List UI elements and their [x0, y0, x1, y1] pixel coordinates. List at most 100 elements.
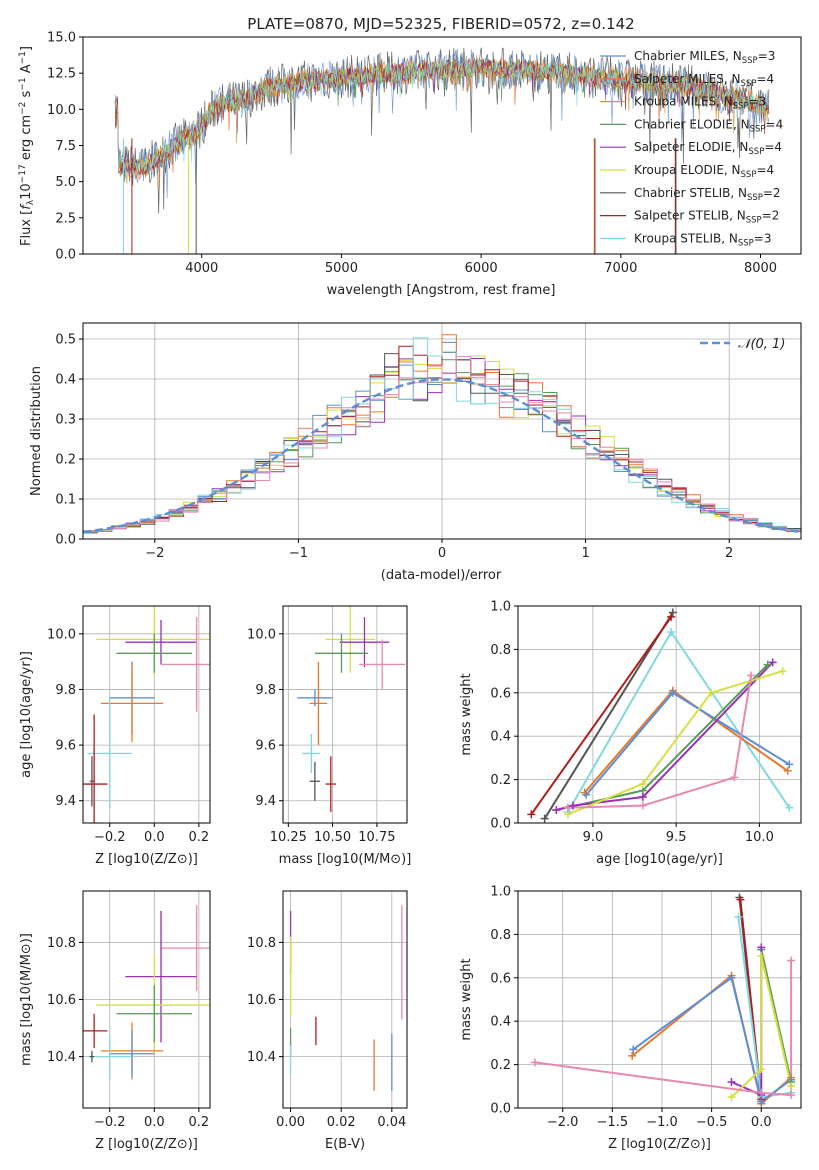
weight-marker [707, 688, 716, 697]
x-tick-label: −2.0 [547, 1115, 579, 1130]
weight-marker [667, 612, 676, 621]
y-tick-label: 10.8 [247, 936, 276, 951]
y-tick-label: 12.5 [47, 67, 76, 82]
weight-marker [727, 1093, 736, 1102]
y-tick-label: 0.6 [490, 971, 511, 986]
weight-marker [768, 658, 777, 667]
y-tick-label: 1.0 [490, 600, 511, 615]
residuals-frame: −2 −1 0 1 2 0.0 0.1 0.2 0.3 0.4 0.5 [55, 322, 802, 561]
legend-label: Salpeter STELIB, NSSP=2 [634, 209, 779, 226]
y-tick-label: 9.8 [255, 683, 276, 698]
residuals-plot-area [83, 334, 801, 534]
x-axis-label: age [log10(age/yr)] [596, 852, 723, 867]
x-tick-label: 4000 [185, 261, 218, 276]
y-tick-label: 9.6 [255, 739, 276, 754]
x-tick-label: 1 [581, 546, 589, 561]
x-tick-label: 0 [438, 546, 446, 561]
x-axis-label: Z [log10(Z/Z⊙)] [95, 852, 198, 867]
weight-line [567, 630, 791, 813]
weight-marker [778, 667, 787, 676]
spectrum-frame: 4000 5000 6000 7000 8000 0.0 2.5 5.0 7.5 10.0 12.5… [47, 31, 802, 276]
x-tick-label: 0.04 [377, 1115, 406, 1130]
x-axis-label: wavelength [Angstrom, rest frame] [327, 283, 556, 298]
x-axis-label: mass [log10(M/M⊙)] [279, 852, 412, 867]
y-tick-label: 0.4 [490, 1015, 511, 1030]
y-tick-label: 0.0 [55, 248, 76, 263]
weight-line [543, 611, 674, 820]
y-tick-label: 10.6 [247, 993, 276, 1008]
x-tick-label: 10.75 [358, 830, 395, 845]
y-tick-label: 0.0 [55, 533, 76, 548]
normal-legend-label: 𝒩(0, 1) [738, 337, 785, 352]
y-tick-label: 0.2 [490, 1058, 511, 1073]
x-tick-label: 0.2 [189, 830, 210, 845]
weight-marker [734, 913, 743, 922]
y-tick-label: 1.0 [490, 885, 511, 900]
y-tick-label: 10.8 [47, 936, 76, 951]
weight-marker [757, 952, 766, 961]
weight-line [730, 955, 793, 1098]
mass_vs_ebv-axes [283, 891, 407, 1108]
x-tick-label: −1.0 [646, 1115, 678, 1130]
y-tick-label: 2.5 [55, 211, 76, 226]
spectrum-line [114, 59, 770, 177]
y-tick-label: 15.0 [47, 31, 76, 46]
y-tick-label: 0.0 [490, 1102, 511, 1117]
x-axis-label: (data-model)/error [381, 568, 502, 583]
age_vs_Z-plot-area [83, 606, 210, 823]
x-tick-label: 7000 [604, 261, 637, 276]
weight-marker [668, 688, 677, 697]
mass_vs_Z-frame: −0.2 0.0 0.2 10.4 10.6 10.8 [47, 890, 211, 1130]
legend-label: Kroupa MILES, NSSP=3 [634, 95, 766, 112]
mass_vs_Z-axes [83, 891, 210, 1108]
weight-marker [787, 1082, 796, 1091]
x-tick-label: −1.5 [597, 1115, 629, 1130]
weight-marker [628, 1051, 637, 1060]
x-tick-label: 5000 [325, 261, 358, 276]
weight-marker [629, 1045, 638, 1054]
y-axis-label: age [log10(age/yr)] [19, 651, 34, 778]
spectrum-line [114, 49, 770, 199]
weight-marker [638, 779, 647, 788]
weight-marker [763, 660, 772, 669]
y-tick-label: 9.6 [55, 739, 76, 754]
age_vs_mass-axes-frame [282, 605, 408, 824]
y-tick-label: 0.5 [55, 333, 76, 348]
y-tick-label: 10.6 [47, 993, 76, 1008]
x-tick-label: −1 [289, 546, 308, 561]
mass_vs_ebv-plot-area [289, 905, 403, 1091]
weight-line [534, 960, 793, 1097]
y-tick-label: 0.4 [55, 373, 76, 388]
y-tick-label: 9.4 [55, 794, 76, 809]
weight_vs_age-frame: 9.0 9.5 10.0 0.0 0.2 0.4 0.6 0.8 1.0 [490, 600, 802, 845]
legend-label: Chabrier MILES, NSSP=3 [634, 49, 775, 66]
weight_vs_Z-axes-frame [517, 890, 802, 1109]
weight-marker [563, 803, 572, 812]
age_vs_Z-axes [83, 606, 210, 823]
page-title: PLATE=0870, MJD=52325, FIBERID=0572, z=0… [247, 15, 634, 33]
weight-marker [667, 628, 676, 637]
weight-marker [757, 1064, 766, 1073]
y-tick-label: 10.0 [247, 627, 276, 642]
weight-marker [638, 801, 647, 810]
weight_vs_age-axes-frame [517, 605, 802, 824]
age_vs_mass-frame: 10.25 10.50 10.75 9.4 9.6 9.8 10.0 [247, 605, 408, 845]
y-axis-label: mass [log10(M/M⊙)] [19, 933, 34, 1066]
spectrum-line [114, 58, 770, 176]
weight-marker [527, 810, 536, 819]
legend-label: Chabrier ELODIE, NSSP=4 [634, 117, 783, 134]
legend-label: Salpeter ELODIE, NSSP=4 [634, 140, 782, 157]
x-tick-label: 0.2 [189, 1115, 210, 1130]
y-tick-label: 0.0 [490, 817, 511, 832]
age_vs_Z-frame: −0.2 0.0 0.2 9.4 9.6 9.8 10.0 [47, 605, 211, 845]
spectrum-plot-area [114, 47, 770, 254]
weight-marker [638, 792, 647, 801]
x-tick-label: 0.02 [327, 1115, 356, 1130]
weight-marker [668, 608, 677, 617]
age_vs_Z-axes-frame [82, 605, 211, 824]
age_vs_mass-axes [283, 606, 407, 823]
y-tick-label: 0.1 [55, 493, 76, 508]
y-tick-label: 10.0 [47, 103, 76, 118]
weight_vs_Z-frame: −2.0 −1.5 −1.0 −0.5 0.0 0.0 0.2 0.4 0.6 0.8 1.0 [490, 885, 802, 1130]
